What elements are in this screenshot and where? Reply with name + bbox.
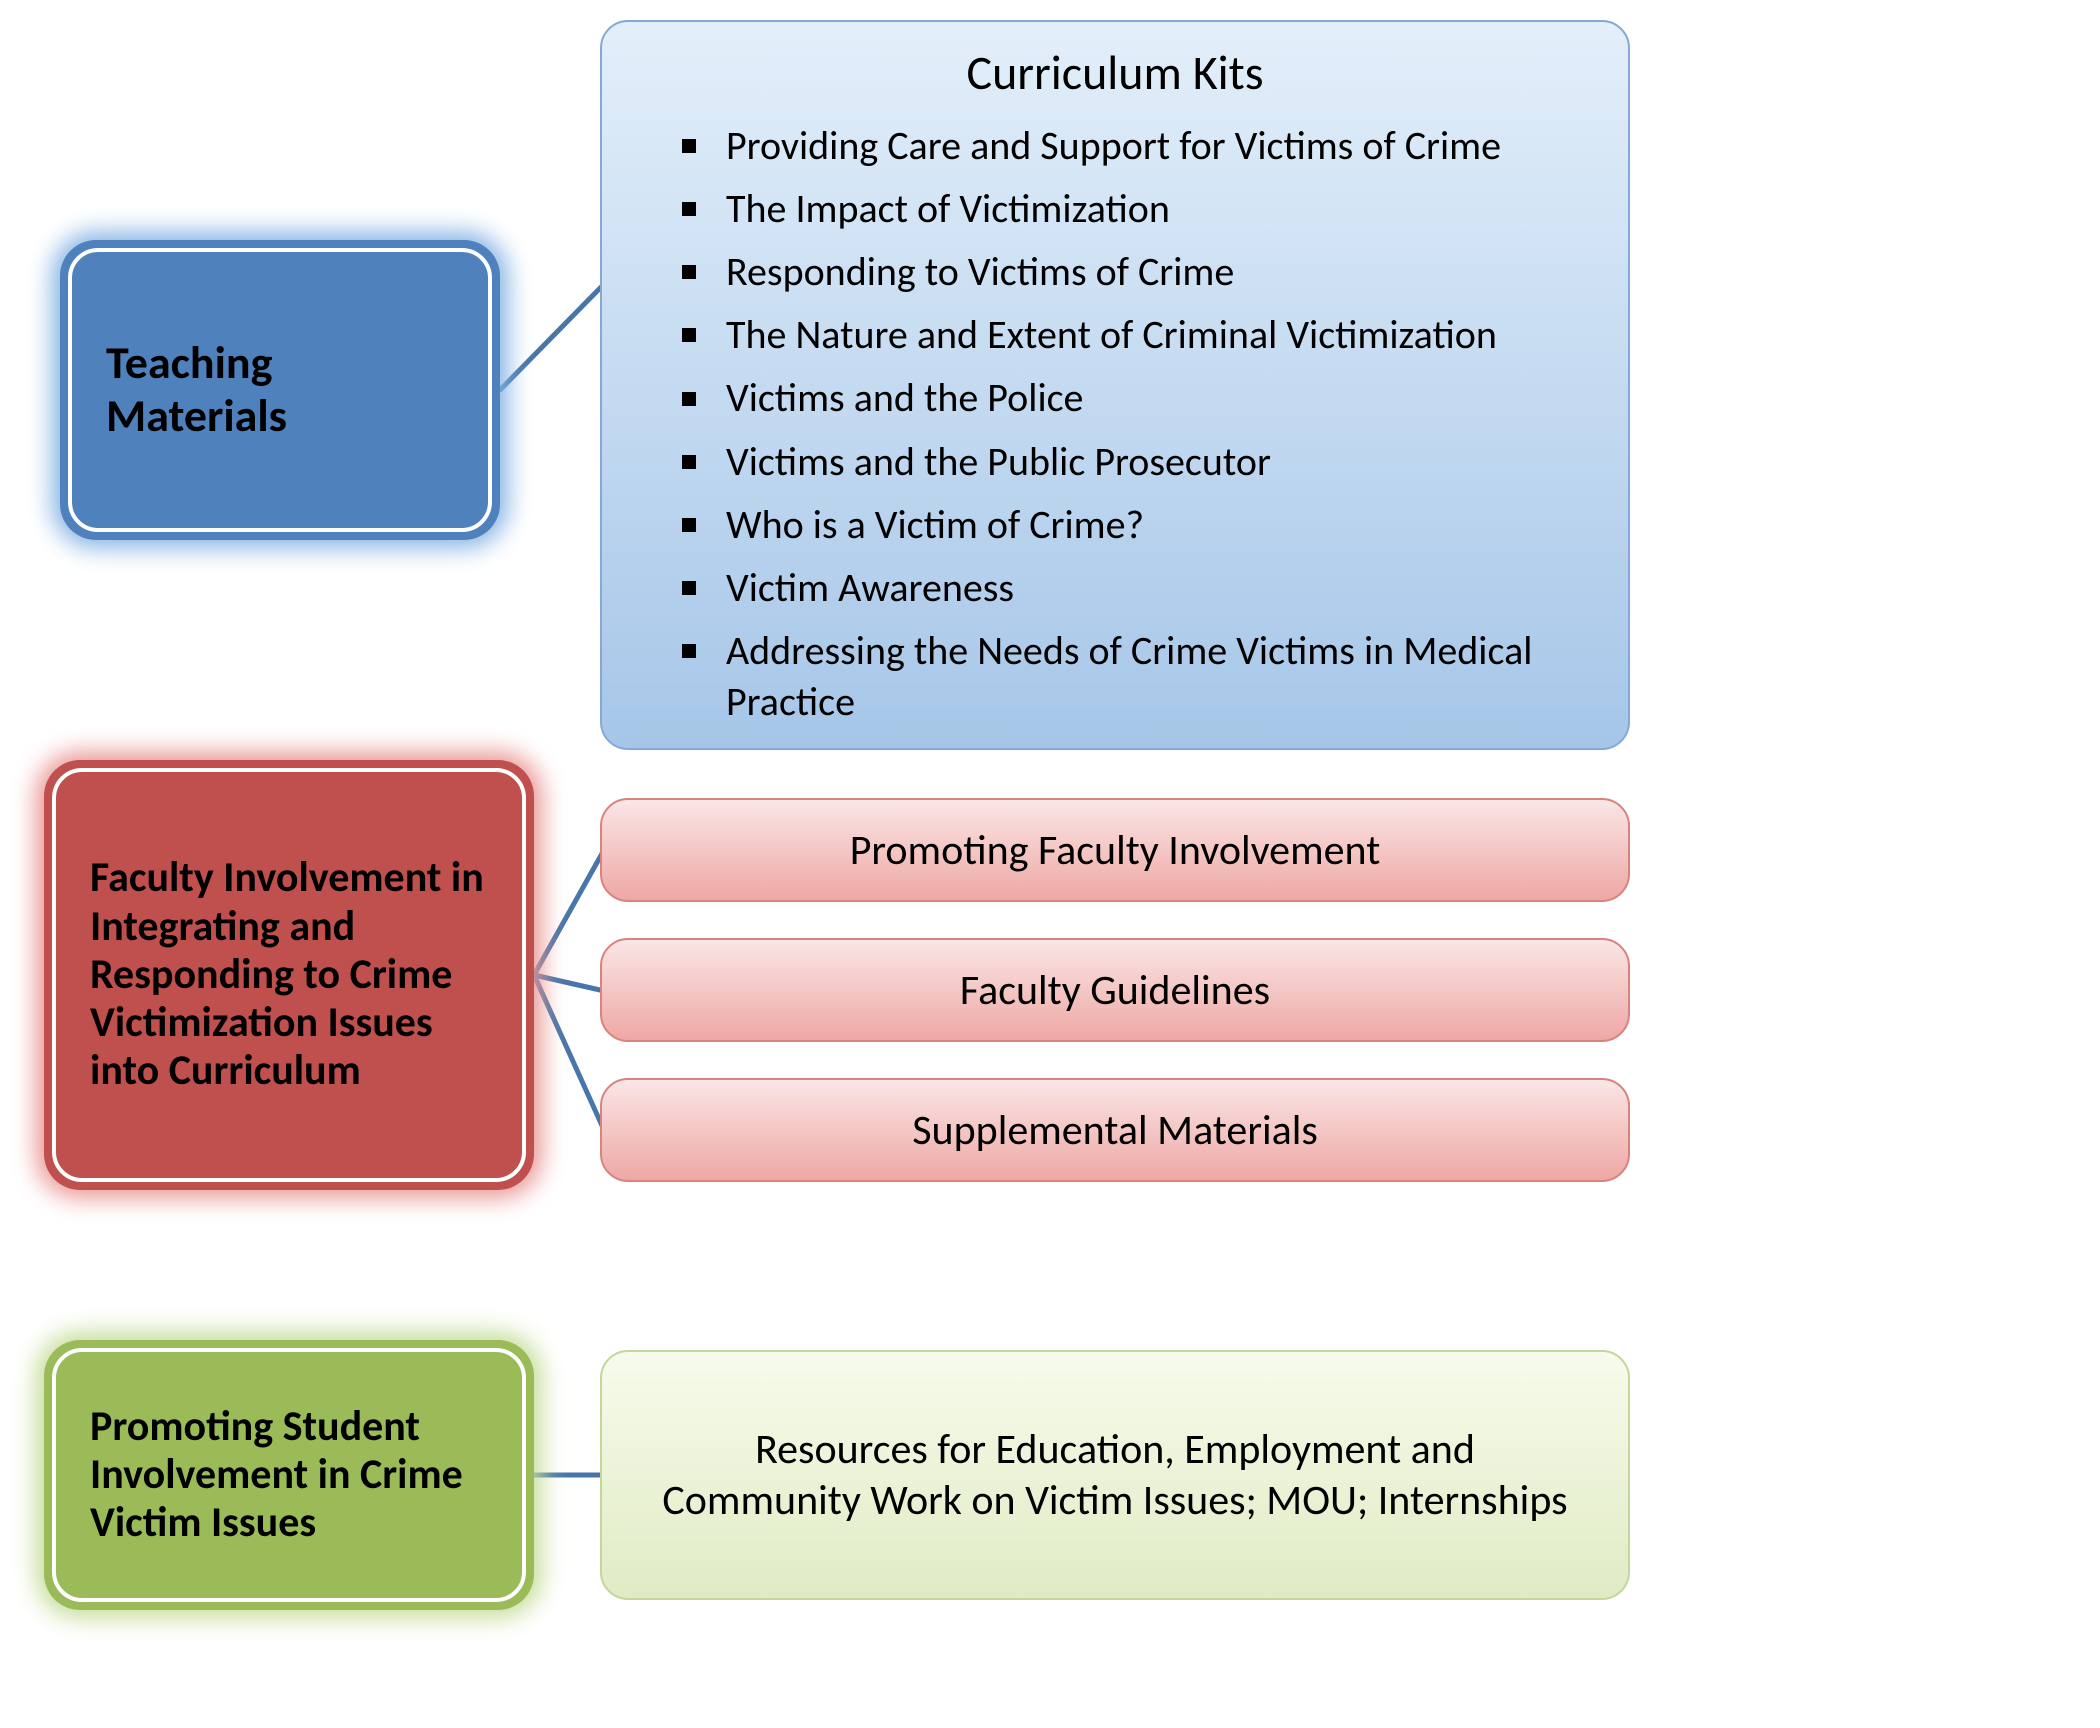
category-inner: Promoting Student Involvement in Crime V… (52, 1348, 526, 1602)
list-item: Addressing the Needs of Crime Victims in… (682, 625, 1588, 727)
category-student-involvement: Promoting Student Involvement in Crime V… (44, 1340, 534, 1610)
list-item: Victims and the Police (682, 372, 1588, 423)
category-label: Teaching Materials (106, 337, 454, 443)
detail-text: Faculty Guidelines (602, 965, 1628, 1016)
category-inner: Teaching Materials (68, 248, 492, 532)
diagram-canvas: Teaching Materials Faculty Involvement i… (0, 0, 2100, 1728)
category-teaching-materials: Teaching Materials (60, 240, 500, 540)
list-item: Responding to Victims of Crime (682, 246, 1588, 297)
detail-supplemental-materials: Supplemental Materials (600, 1078, 1630, 1182)
detail-curriculum-kits: Curriculum Kits Providing Care and Suppo… (600, 20, 1630, 750)
detail-text: Resources for Education, Employment and … (602, 1424, 1628, 1526)
curriculum-kits-list: Providing Care and Support for Victims o… (602, 120, 1628, 740)
detail-faculty-guidelines: Faculty Guidelines (600, 938, 1630, 1042)
detail-text: Supplemental Materials (602, 1105, 1628, 1156)
list-item: Who is a Victim of Crime? (682, 499, 1588, 550)
detail-title: Curriculum Kits (602, 43, 1628, 102)
category-inner: Faculty Involvement in Integrating and R… (52, 768, 526, 1182)
list-item: The Nature and Extent of Criminal Victim… (682, 309, 1588, 360)
detail-student-resources: Resources for Education, Employment and … (600, 1350, 1630, 1600)
detail-promoting-faculty: Promoting Faculty Involvement (600, 798, 1630, 902)
list-item: Providing Care and Support for Victims o… (682, 120, 1588, 171)
list-item: Victim Awareness (682, 562, 1588, 613)
category-label: Promoting Student Involvement in Crime V… (90, 1403, 488, 1548)
detail-text: Promoting Faculty Involvement (602, 825, 1628, 876)
list-item: Victims and the Public Prosecutor (682, 436, 1588, 487)
category-label: Faculty Involvement in Integrating and R… (90, 854, 488, 1095)
list-item: The Impact of Victimization (682, 183, 1588, 234)
category-faculty-involvement: Faculty Involvement in Integrating and R… (44, 760, 534, 1190)
